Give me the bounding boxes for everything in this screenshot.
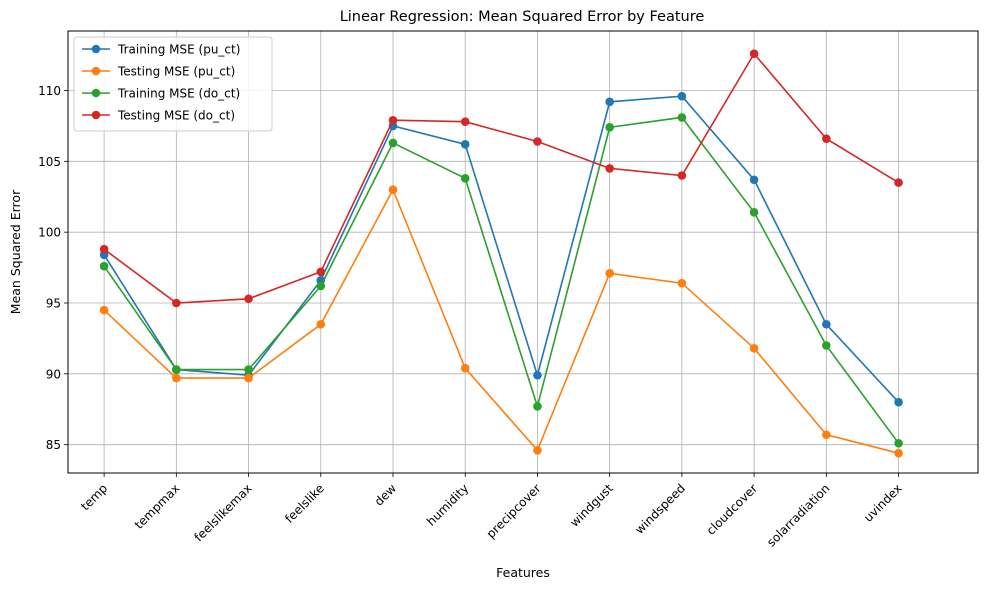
legend-label: Training MSE (pu_ct) [117, 43, 240, 57]
x-tick-label: cloudcover [704, 481, 761, 538]
data-point [822, 341, 831, 350]
legend: Training MSE (pu_ct) Testing MSE (pu_ct) T… [73, 36, 273, 132]
data-point [677, 113, 687, 122]
y-axis-label: Mean Squared Error [8, 189, 23, 314]
data-point [244, 294, 253, 304]
x-axis-ticks: temp tempmax feelslikemax feelslike dew humid… [78, 473, 905, 550]
data-point [749, 175, 759, 185]
data-point [244, 365, 253, 374]
data-point [605, 164, 614, 173]
x-tick-label: feelslike [282, 481, 327, 526]
data-point [316, 267, 326, 277]
legend-marker [91, 44, 101, 54]
y-axis-ticks: 85 90 95 100 105 110 [38, 84, 68, 452]
legend-label: Testing MSE (pu_ct) [117, 65, 235, 79]
y-tick-label: 110 [38, 84, 61, 98]
data-point [894, 178, 903, 187]
data-point [388, 138, 398, 148]
legend-marker [91, 110, 101, 120]
y-tick-label: 95 [46, 297, 61, 311]
data-point [460, 117, 470, 126]
data-point [894, 397, 903, 407]
data-point [749, 344, 759, 353]
legend-label: Testing MSE (do_ct) [117, 109, 235, 123]
data-point [677, 278, 687, 288]
data-point [894, 448, 903, 458]
y-tick-label: 85 [46, 438, 61, 452]
data-point [533, 137, 542, 146]
data-point [605, 268, 614, 278]
legend-box [73, 36, 273, 132]
series-line [103, 95, 900, 403]
data-point [99, 305, 109, 315]
data-point [316, 319, 326, 329]
data-point [99, 244, 109, 254]
data-point [460, 363, 470, 373]
data-point [894, 438, 903, 448]
data-point [533, 370, 542, 380]
data-point [533, 446, 542, 455]
data-point [460, 140, 470, 149]
x-tick-label: feelslikemax [192, 481, 255, 544]
data-point [316, 281, 326, 291]
data-point [533, 402, 542, 411]
x-tick-label: dew [372, 481, 400, 509]
data-point [460, 174, 470, 183]
x-tick-label: solarradiation [764, 481, 832, 549]
data-point [677, 91, 687, 101]
data-point [99, 261, 109, 271]
x-tick-label: humidity [424, 481, 471, 528]
data-point [605, 123, 614, 132]
legend-marker [91, 88, 101, 98]
series-line [103, 116, 900, 444]
y-tick-label: 105 [38, 155, 61, 169]
data-point [388, 185, 398, 194]
data-point [749, 49, 759, 58]
data-point [388, 115, 398, 125]
series-group [99, 49, 903, 458]
legend-marker [91, 66, 101, 76]
data-point [822, 134, 831, 143]
series-line [103, 187, 899, 454]
x-tick-label: precipcover [484, 481, 544, 541]
x-tick-label: uvindex [861, 481, 905, 525]
data-point [172, 365, 181, 374]
data-point [605, 97, 614, 107]
data-point [822, 430, 831, 440]
x-tick-label: temp [78, 481, 110, 513]
plot-area-frame [67, 30, 979, 474]
data-point [677, 171, 687, 180]
legend-label: Training MSE (do_ct) [117, 87, 240, 101]
x-tick-label: tempmax [132, 481, 183, 532]
data-point [822, 319, 831, 329]
data-point [172, 373, 181, 383]
data-point [244, 373, 253, 383]
x-axis-label: Features [496, 565, 550, 580]
data-point [172, 298, 181, 308]
data-point [749, 208, 759, 217]
grid-lines [68, 31, 978, 473]
x-tick-label: windgust [567, 481, 616, 530]
y-tick-label: 90 [46, 367, 61, 381]
series-line [103, 52, 900, 304]
x-tick-label: windspeed [632, 481, 688, 537]
y-tick-label: 100 [38, 226, 61, 240]
chart-title: Linear Regression: Mean Squared Error by… [340, 9, 705, 25]
